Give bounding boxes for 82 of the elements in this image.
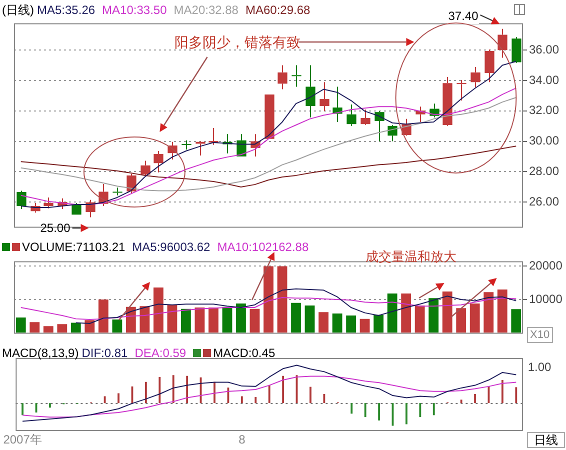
text: 37.40 <box>447 8 480 24</box>
candlestick <box>442 76 452 126</box>
bar <box>387 294 398 333</box>
bar <box>70 322 81 333</box>
text: 日线 <box>527 432 565 448</box>
candlestick <box>388 124 398 142</box>
bar <box>16 317 26 333</box>
text: MA10:33.50 <box>102 3 167 17</box>
bar <box>414 305 425 333</box>
y-tick-label: 10000 <box>529 292 563 306</box>
candlestick <box>456 80 466 102</box>
annotation: 阳多阴少，错落有致 <box>174 34 300 50</box>
annotation: 成交量温和放大 <box>366 249 457 264</box>
bar <box>497 290 508 333</box>
y-tick-label: 28.00 <box>529 164 560 178</box>
bar <box>277 266 288 333</box>
y-tick-label: 26.00 <box>529 194 560 208</box>
text: MA20:32.88 <box>174 3 238 17</box>
legend-label: VOLUME:71103.21 <box>22 240 126 254</box>
candlestick <box>498 28 508 58</box>
bar <box>428 298 439 333</box>
candlestick <box>470 66 480 88</box>
bar <box>167 304 178 333</box>
bar <box>236 303 246 333</box>
x-tick-label: 2007年 <box>3 432 42 447</box>
bar <box>264 266 274 333</box>
candlestick <box>306 64 316 118</box>
bar <box>318 312 328 333</box>
bar <box>208 307 218 333</box>
bar <box>181 308 191 333</box>
candlestick <box>346 104 356 126</box>
chart-title: MACD(8,13,9) <box>2 346 79 360</box>
text: MA5:96003.62 <box>132 240 210 254</box>
bar <box>401 294 412 333</box>
bar <box>153 288 164 333</box>
candlestick <box>292 64 302 88</box>
bar <box>456 308 466 333</box>
bar <box>98 300 108 333</box>
bar <box>484 292 494 333</box>
bar <box>30 322 40 333</box>
chart-title: (日线) <box>2 3 34 17</box>
bar <box>250 308 260 333</box>
bar <box>140 306 150 333</box>
bar <box>43 326 54 333</box>
bar <box>346 315 356 333</box>
candlestick <box>320 82 330 112</box>
text: DIF:0.81 <box>82 346 128 360</box>
candlestick <box>112 187 122 196</box>
bar <box>332 313 342 333</box>
bar <box>222 306 232 333</box>
candlestick <box>154 150 164 173</box>
text: MA60:29.68 <box>245 3 310 17</box>
bar <box>374 314 384 333</box>
y-tick-label: 20000 <box>529 258 563 273</box>
bar <box>84 320 95 333</box>
text: MA10:102162.88 <box>217 240 309 254</box>
candlestick <box>278 64 288 90</box>
bar <box>470 303 480 333</box>
candlestick <box>484 48 494 83</box>
y-tick-label: 30.00 <box>529 134 560 148</box>
bar <box>304 305 315 333</box>
y-tick-label: 32.00 <box>529 103 560 118</box>
bar <box>511 309 522 333</box>
text: DEA:0.59 <box>134 346 186 360</box>
legend-label: MACD:0.45 <box>213 346 276 360</box>
text: MA5:35.26 <box>37 3 96 17</box>
bar <box>194 307 205 333</box>
bar <box>360 318 370 333</box>
bar <box>291 302 301 333</box>
candlestick <box>360 109 370 126</box>
bar <box>112 319 122 333</box>
y-tick-label: 36.00 <box>529 42 560 56</box>
text: X10 <box>527 327 553 343</box>
candlestick <box>182 140 192 150</box>
bar <box>442 292 452 333</box>
candlestick <box>512 36 522 64</box>
x-tick-label: 8 <box>238 432 246 447</box>
bar <box>57 324 68 333</box>
y-tick-label: 34.00 <box>529 72 560 87</box>
annotation: 25.00 <box>40 221 70 235</box>
text: 1.00 <box>528 360 552 374</box>
candlestick <box>140 160 150 176</box>
